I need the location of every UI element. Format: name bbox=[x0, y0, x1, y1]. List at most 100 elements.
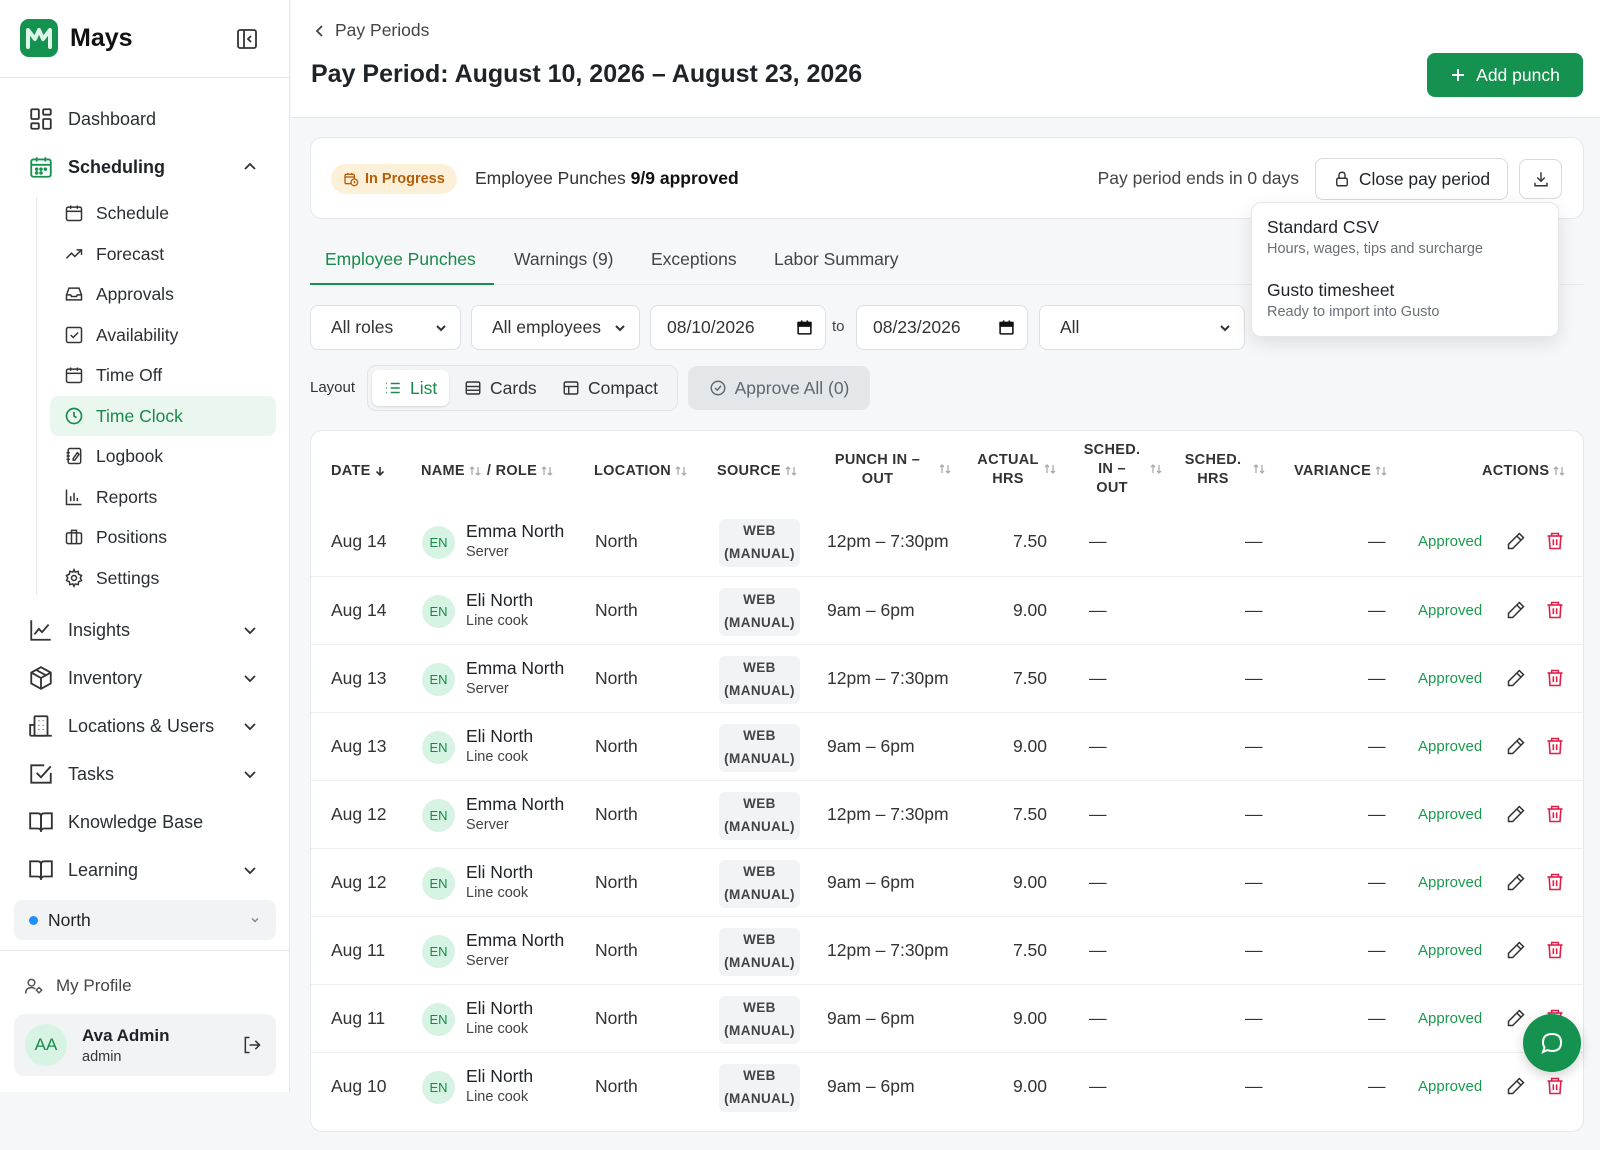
edit-pencil-icon[interactable] bbox=[1506, 940, 1526, 960]
layout-list-option[interactable]: List bbox=[372, 370, 450, 406]
table-row[interactable]: Aug 12 EN Emma North Server North WEB (MA… bbox=[311, 780, 1583, 849]
approve-all-button[interactable]: Approve All (0) bbox=[688, 366, 870, 410]
subnav-settings[interactable]: Settings bbox=[50, 558, 276, 598]
employees-select[interactable]: All employees bbox=[471, 305, 640, 350]
tab-labor-summary[interactable]: Labor Summary bbox=[774, 249, 899, 269]
column-header-sched-hrs[interactable]: SCHED. HRS bbox=[1183, 451, 1243, 489]
subnav-schedule[interactable]: Schedule bbox=[50, 193, 276, 233]
subnav-forecast[interactable]: Forecast bbox=[50, 234, 276, 274]
sort-icon[interactable] bbox=[1149, 463, 1163, 475]
edit-pencil-icon[interactable] bbox=[1506, 872, 1526, 892]
column-header-sched-in-out[interactable]: SCHED. IN – OUT bbox=[1082, 441, 1142, 498]
brand[interactable]: Mays bbox=[20, 19, 133, 57]
calendar-icon[interactable] bbox=[796, 319, 813, 336]
logout-icon[interactable] bbox=[242, 1035, 262, 1055]
layout-option-label: List bbox=[410, 377, 438, 398]
column-header-name[interactable]: NAME / ROLE bbox=[421, 463, 554, 479]
table-row[interactable]: Aug 11 EN Emma North Server North WEB (MA… bbox=[311, 916, 1583, 985]
table-row[interactable]: Aug 10 EN Eli North Line cook North WEB (… bbox=[311, 1052, 1583, 1121]
cell-sched-hrs: — bbox=[1245, 940, 1263, 960]
column-header-actual-hrs[interactable]: ACTUAL HRS bbox=[975, 451, 1041, 489]
calendar-icon[interactable] bbox=[998, 319, 1015, 336]
table-row[interactable]: Aug 12 EN Eli North Line cook North WEB (… bbox=[311, 848, 1583, 917]
nav-tasks[interactable]: Tasks bbox=[20, 754, 270, 794]
column-header-punch[interactable]: PUNCH IN – OUT bbox=[826, 451, 929, 489]
sort-icon[interactable] bbox=[938, 463, 952, 475]
edit-pencil-icon[interactable] bbox=[1506, 736, 1526, 756]
export-standard-csv[interactable]: Standard CSV Hours, wages, tips and surc… bbox=[1267, 217, 1483, 257]
table-row[interactable]: Aug 14 EN Eli North Line cook North WEB (… bbox=[311, 576, 1583, 645]
subnav-positions[interactable]: Positions bbox=[50, 517, 276, 557]
subnav-time-clock[interactable]: Time Clock bbox=[50, 396, 276, 436]
delete-trash-icon[interactable] bbox=[1545, 940, 1565, 960]
cell-location: North bbox=[595, 600, 638, 620]
edit-pencil-icon[interactable] bbox=[1506, 804, 1526, 824]
export-gusto-timesheet[interactable]: Gusto timesheet Ready to import into Gus… bbox=[1267, 280, 1439, 320]
table-row[interactable]: Aug 13 EN Eli North Line cook North WEB (… bbox=[311, 712, 1583, 781]
nav-inventory[interactable]: Inventory bbox=[20, 658, 270, 698]
tab-exceptions[interactable]: Exceptions bbox=[651, 249, 737, 269]
subnav-time-off[interactable]: Time Off bbox=[50, 355, 276, 395]
edit-pencil-icon[interactable] bbox=[1506, 531, 1526, 551]
edit-pencil-icon[interactable] bbox=[1506, 668, 1526, 688]
check-square-icon bbox=[64, 325, 84, 345]
punch-summary-label: Employee Punches bbox=[475, 168, 626, 188]
table-row[interactable]: Aug 11 EN Eli North Line cook North WEB (… bbox=[311, 984, 1583, 1053]
nav-dashboard[interactable]: Dashboard bbox=[20, 99, 270, 139]
delete-trash-icon[interactable] bbox=[1545, 872, 1565, 892]
source-sublabel: (MANUAL) bbox=[724, 887, 795, 902]
column-header-location[interactable]: LOCATION bbox=[594, 463, 688, 479]
page-header: Pay Periods Pay Period: August 10, 2026 … bbox=[291, 0, 1600, 118]
nav-insights[interactable]: Insights bbox=[20, 610, 270, 650]
nav-locations-users[interactable]: Locations & Users bbox=[20, 706, 270, 746]
layout-cards-option[interactable]: Cards bbox=[464, 370, 537, 406]
delete-trash-icon[interactable] bbox=[1545, 600, 1565, 620]
column-header-date[interactable]: DATE bbox=[331, 463, 386, 479]
subnav-availability[interactable]: Availability bbox=[50, 315, 276, 355]
column-header-source[interactable]: SOURCE bbox=[717, 463, 798, 479]
collapse-sidebar-icon[interactable] bbox=[235, 27, 259, 51]
date-from-input[interactable]: 08/10/2026 bbox=[650, 305, 826, 350]
subnav-reports[interactable]: Reports bbox=[50, 477, 276, 517]
location-select[interactable]: North bbox=[14, 900, 276, 940]
add-punch-button[interactable]: Add punch bbox=[1427, 53, 1583, 97]
edit-pencil-icon[interactable] bbox=[1506, 600, 1526, 620]
status-filter-select[interactable]: All bbox=[1039, 305, 1245, 350]
source-badge: WEB (MANUAL) bbox=[719, 996, 800, 1044]
column-header-variance[interactable]: VARIANCE bbox=[1294, 463, 1388, 479]
layout-compact-option[interactable]: Compact bbox=[562, 370, 658, 406]
chat-button[interactable] bbox=[1523, 1014, 1581, 1072]
layout-option-label: Compact bbox=[588, 377, 659, 398]
close-pay-period-button[interactable]: Close pay period bbox=[1315, 158, 1508, 200]
cell-sched-in-out: — bbox=[1089, 1076, 1107, 1096]
subnav-logbook[interactable]: Logbook bbox=[50, 436, 276, 476]
date-to-input[interactable]: 08/23/2026 bbox=[856, 305, 1028, 350]
subnav-label: Time Clock bbox=[96, 405, 183, 426]
delete-trash-icon[interactable] bbox=[1545, 1076, 1565, 1096]
nav-knowledge-base[interactable]: Knowledge Base bbox=[20, 802, 270, 842]
roles-select[interactable]: All roles bbox=[310, 305, 461, 350]
cell-date: Aug 11 bbox=[331, 1008, 386, 1028]
delete-trash-icon[interactable] bbox=[1545, 668, 1565, 688]
nav-scheduling[interactable]: Scheduling bbox=[20, 147, 270, 187]
subnav-approvals[interactable]: Approvals bbox=[50, 274, 276, 314]
table-row[interactable]: Aug 14 EN Emma North Server North WEB (MA… bbox=[311, 508, 1583, 577]
tab-warnings[interactable]: Warnings (9) bbox=[514, 249, 614, 269]
my-profile-link[interactable]: My Profile bbox=[24, 976, 132, 996]
bar-chart-icon bbox=[64, 487, 84, 507]
delete-trash-icon[interactable] bbox=[1545, 736, 1565, 756]
delete-trash-icon[interactable] bbox=[1545, 531, 1565, 551]
cell-location: North bbox=[595, 804, 638, 824]
sort-icon bbox=[784, 465, 798, 477]
export-button[interactable] bbox=[1519, 159, 1562, 199]
sort-icon[interactable] bbox=[1252, 463, 1266, 475]
back-link[interactable]: Pay Periods bbox=[313, 20, 429, 41]
delete-trash-icon[interactable] bbox=[1545, 804, 1565, 824]
nav-learning[interactable]: Learning bbox=[20, 850, 270, 890]
sort-icon[interactable] bbox=[1043, 463, 1057, 475]
column-header-actions[interactable]: ACTIONS bbox=[1482, 463, 1566, 479]
table-row[interactable]: Aug 13 EN Emma North Server North WEB (MA… bbox=[311, 644, 1583, 713]
edit-pencil-icon[interactable] bbox=[1506, 1076, 1526, 1096]
tab-employee-punches[interactable]: Employee Punches bbox=[325, 249, 476, 269]
edit-pencil-icon[interactable] bbox=[1506, 1008, 1526, 1028]
